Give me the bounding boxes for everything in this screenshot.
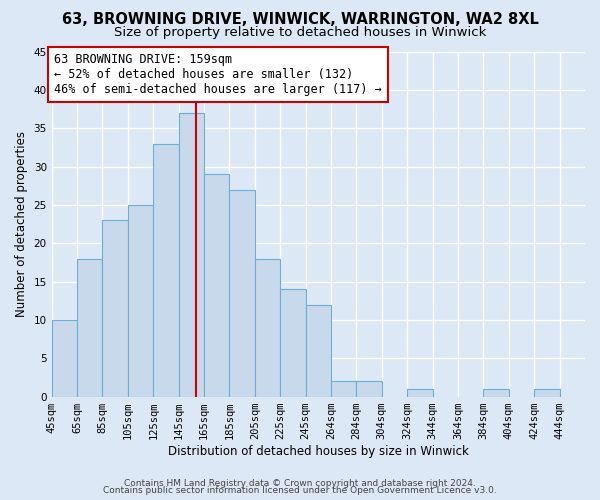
Bar [534, 389, 560, 396]
Bar [407, 389, 433, 396]
Bar [331, 381, 356, 396]
Bar [204, 174, 229, 396]
Text: Size of property relative to detached houses in Winwick: Size of property relative to detached ho… [114, 26, 486, 39]
Text: Contains HM Land Registry data © Crown copyright and database right 2024.: Contains HM Land Registry data © Crown c… [124, 478, 476, 488]
Y-axis label: Number of detached properties: Number of detached properties [15, 131, 28, 317]
Bar [356, 381, 382, 396]
Bar [484, 389, 509, 396]
Bar [128, 205, 153, 396]
Bar [280, 289, 305, 397]
Bar [103, 220, 128, 396]
Bar [255, 258, 280, 396]
X-axis label: Distribution of detached houses by size in Winwick: Distribution of detached houses by size … [168, 444, 469, 458]
Bar [229, 190, 255, 396]
Text: 63 BROWNING DRIVE: 159sqm
← 52% of detached houses are smaller (132)
46% of semi: 63 BROWNING DRIVE: 159sqm ← 52% of detac… [55, 53, 382, 96]
Bar [52, 320, 77, 396]
Text: Contains public sector information licensed under the Open Government Licence v3: Contains public sector information licen… [103, 486, 497, 495]
Text: 63, BROWNING DRIVE, WINWICK, WARRINGTON, WA2 8XL: 63, BROWNING DRIVE, WINWICK, WARRINGTON,… [62, 12, 538, 28]
Bar [77, 258, 103, 396]
Bar [153, 144, 179, 396]
Bar [179, 113, 204, 397]
Bar [305, 304, 331, 396]
